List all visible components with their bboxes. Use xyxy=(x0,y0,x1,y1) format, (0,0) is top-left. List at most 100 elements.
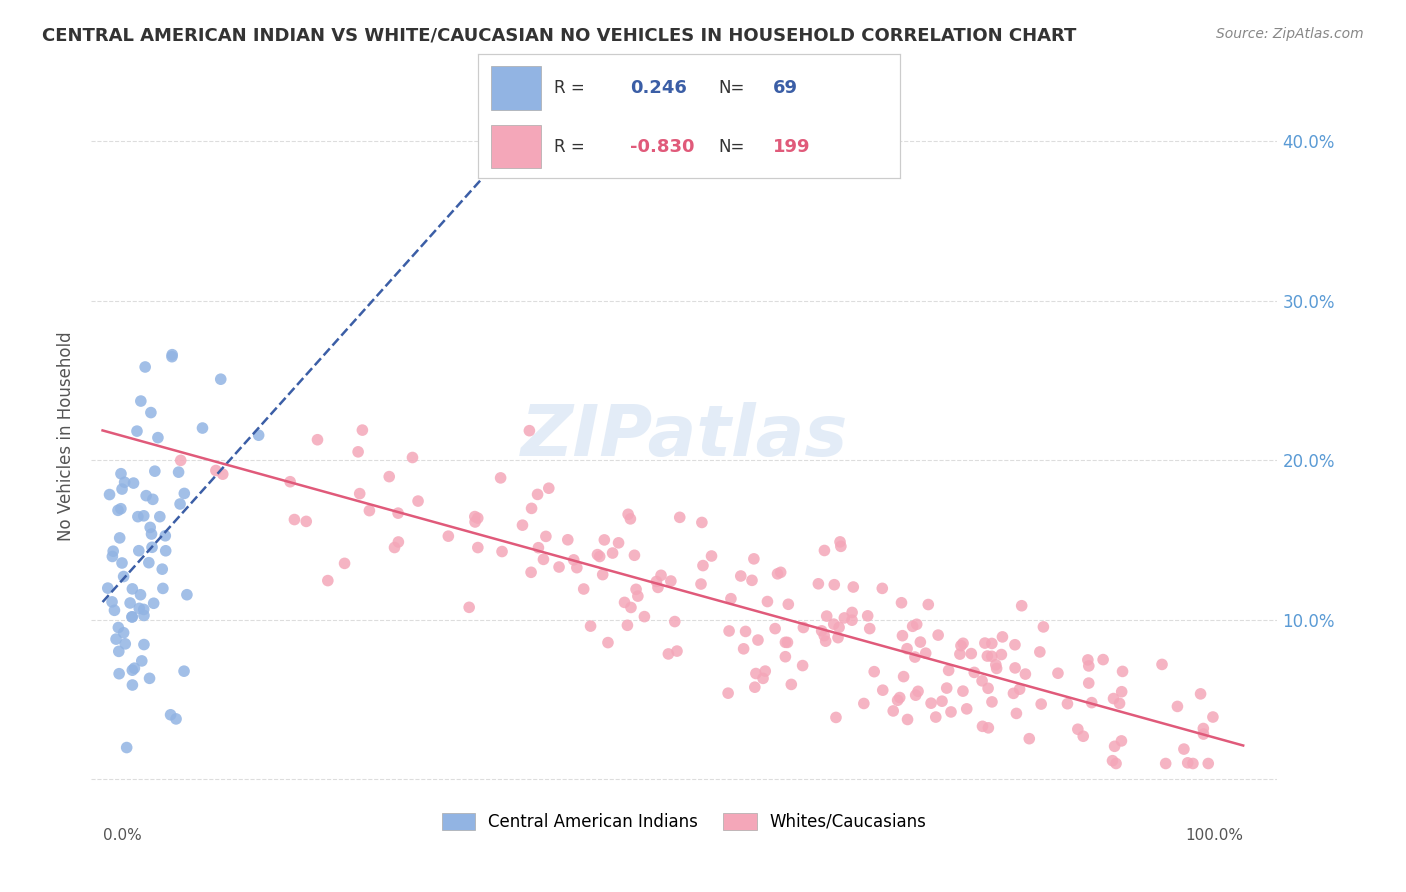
Point xyxy=(159,707,181,722)
Point xyxy=(107,503,129,517)
Point xyxy=(1192,727,1215,741)
Point xyxy=(775,635,797,649)
Point xyxy=(960,647,983,661)
Point xyxy=(917,598,939,612)
Point xyxy=(458,600,481,615)
Point xyxy=(991,630,1014,644)
Point xyxy=(602,546,624,560)
Point xyxy=(464,509,486,524)
Point xyxy=(1173,742,1195,756)
Point xyxy=(1004,638,1026,652)
Point xyxy=(1197,756,1219,771)
Point xyxy=(247,428,270,442)
Point xyxy=(973,636,995,650)
Point xyxy=(141,527,163,541)
Point xyxy=(952,636,974,650)
Point xyxy=(520,501,543,516)
Point xyxy=(127,509,149,524)
Text: N=: N= xyxy=(718,79,745,97)
Point xyxy=(1166,699,1188,714)
Point xyxy=(1077,676,1099,690)
Text: 0.0%: 0.0% xyxy=(103,828,142,843)
Point xyxy=(963,665,986,680)
Point xyxy=(734,624,756,639)
Point xyxy=(1002,686,1025,700)
Point xyxy=(135,489,157,503)
Point xyxy=(813,543,835,558)
Point xyxy=(754,664,776,678)
Point xyxy=(401,450,423,465)
Point xyxy=(101,595,124,609)
Point xyxy=(124,661,146,675)
Point xyxy=(596,635,619,649)
Text: 69: 69 xyxy=(773,79,799,97)
Point xyxy=(780,677,803,691)
Point xyxy=(807,576,830,591)
Point xyxy=(893,670,915,684)
Point xyxy=(1077,659,1099,673)
Point xyxy=(167,465,190,479)
Point xyxy=(1105,756,1128,771)
Point xyxy=(607,536,630,550)
Text: CENTRAL AMERICAN INDIAN VS WHITE/CAUCASIAN NO VEHICLES IN HOUSEHOLD CORRELATION : CENTRAL AMERICAN INDIAN VS WHITE/CAUCASI… xyxy=(42,27,1077,45)
Point xyxy=(160,348,183,362)
Point xyxy=(776,635,799,649)
Point xyxy=(1101,754,1123,768)
Point xyxy=(176,588,198,602)
Point xyxy=(150,562,173,576)
Point xyxy=(121,610,143,624)
Point xyxy=(211,467,233,482)
Point xyxy=(825,710,848,724)
Point xyxy=(624,582,647,597)
Point xyxy=(1154,756,1177,771)
Point xyxy=(1202,710,1225,724)
Point xyxy=(143,464,166,478)
Text: 199: 199 xyxy=(773,138,811,156)
Point xyxy=(1029,645,1052,659)
Point xyxy=(579,619,602,633)
Point xyxy=(920,696,942,710)
Point xyxy=(526,487,548,501)
Point xyxy=(307,433,329,447)
Point xyxy=(121,678,143,692)
Point xyxy=(352,423,374,437)
Point xyxy=(121,582,143,596)
Point xyxy=(589,549,612,564)
Point xyxy=(387,506,409,520)
Point xyxy=(333,557,356,571)
Point xyxy=(823,617,845,632)
Text: ZIPatlas: ZIPatlas xyxy=(520,402,848,471)
Point xyxy=(129,394,152,409)
Point xyxy=(103,544,125,558)
Point xyxy=(841,606,863,620)
Point xyxy=(142,492,165,507)
Point xyxy=(120,596,142,610)
Point xyxy=(889,690,911,705)
Point xyxy=(907,684,929,698)
Point xyxy=(512,518,534,533)
Point xyxy=(1150,657,1173,672)
Point xyxy=(633,609,655,624)
Point xyxy=(896,641,918,656)
Point xyxy=(1071,729,1094,743)
Point xyxy=(155,529,177,543)
Point xyxy=(856,608,879,623)
Point xyxy=(901,619,924,633)
Point xyxy=(645,574,668,589)
Point xyxy=(1102,691,1125,706)
Point xyxy=(537,481,560,495)
Point xyxy=(664,615,686,629)
FancyBboxPatch shape xyxy=(491,125,541,169)
Point xyxy=(690,516,713,530)
Point xyxy=(1080,696,1102,710)
Point xyxy=(142,596,165,610)
Point xyxy=(990,648,1012,662)
Point xyxy=(742,552,765,566)
Point xyxy=(613,595,636,609)
Point xyxy=(668,510,690,524)
Point xyxy=(1092,652,1115,666)
Point xyxy=(657,647,679,661)
Point xyxy=(128,601,150,615)
Point xyxy=(107,644,129,658)
Text: R =: R = xyxy=(554,138,585,156)
